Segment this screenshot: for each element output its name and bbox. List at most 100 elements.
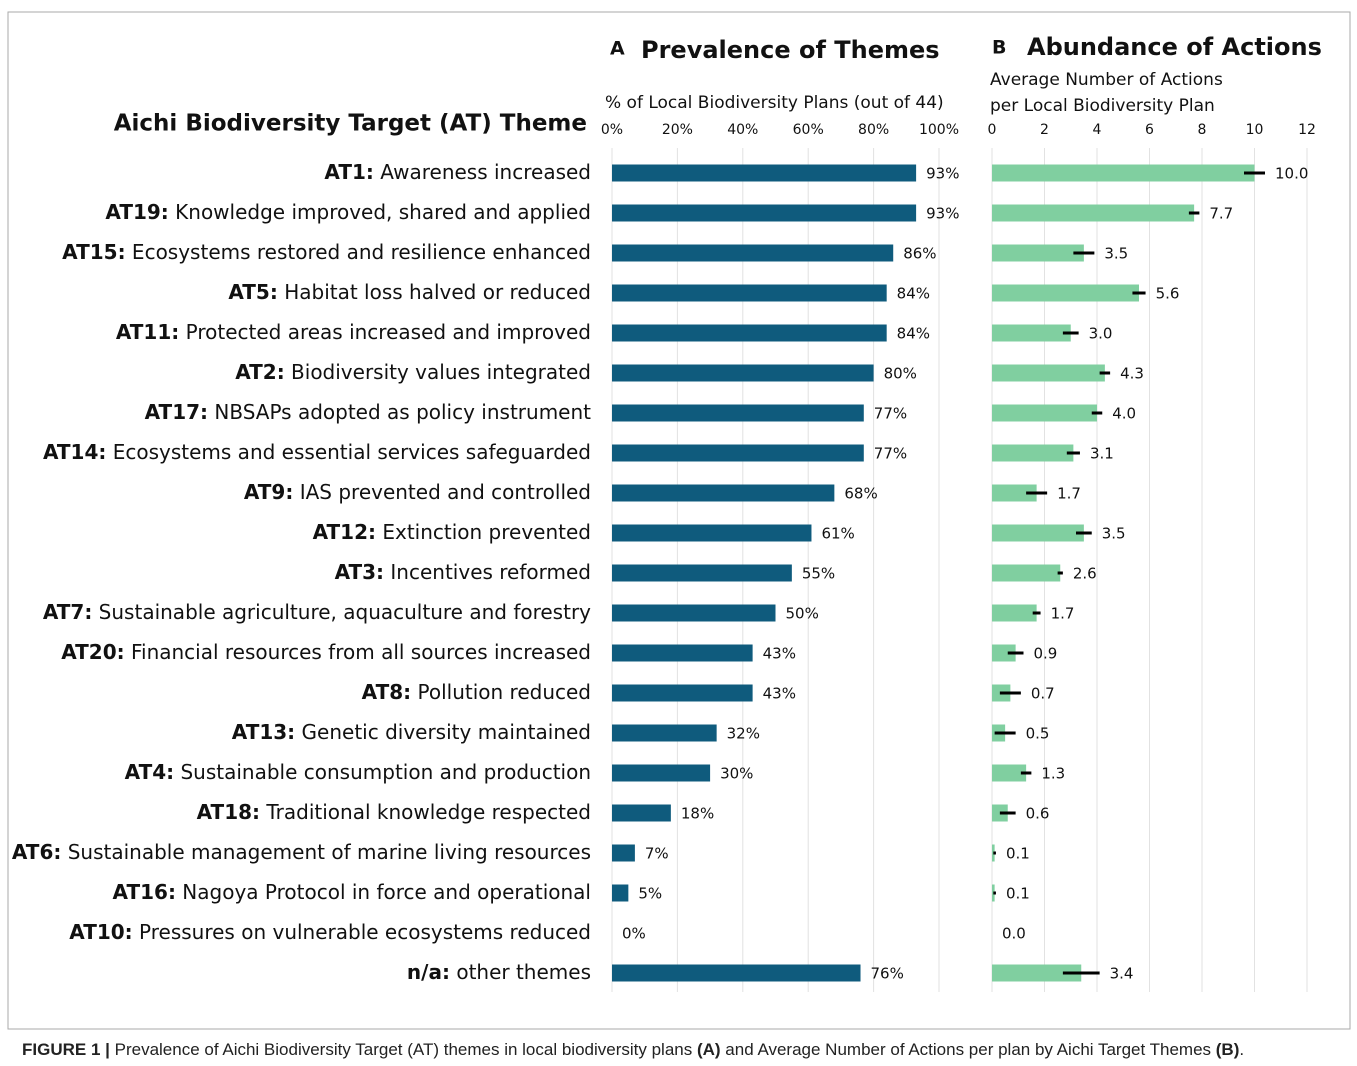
value-label: 10.0 — [1275, 165, 1308, 183]
bar — [612, 204, 917, 222]
value-label: 93% — [926, 165, 959, 183]
category-label: AT20: Financial resources from all sourc… — [61, 640, 591, 664]
value-label: 4.3 — [1120, 365, 1144, 383]
panel-letter: B — [992, 37, 1006, 59]
value-label: 93% — [926, 205, 959, 223]
bar — [612, 564, 792, 582]
value-label: 0.9 — [1034, 645, 1058, 663]
caption-part: (A) — [696, 1040, 721, 1059]
bar — [992, 164, 1255, 182]
value-label: 0.6 — [1026, 805, 1050, 823]
bar — [992, 484, 1037, 502]
value-label: 68% — [844, 485, 877, 503]
category-label: AT5: Habitat loss halved or reduced — [228, 280, 591, 304]
category-label: AT1: Awareness increased — [324, 160, 591, 184]
value-label: 61% — [821, 525, 854, 543]
bar — [612, 444, 864, 462]
bar — [612, 604, 776, 622]
value-label: 0.1 — [1006, 885, 1030, 903]
bar — [612, 764, 711, 782]
category-label: AT12: Extinction prevented — [313, 520, 591, 544]
value-label: 32% — [727, 725, 760, 743]
bar — [612, 404, 864, 422]
x-tick-label: 8 — [1198, 122, 1207, 138]
bar — [992, 604, 1037, 622]
value-label: 77% — [874, 405, 907, 423]
value-label: 43% — [763, 685, 796, 703]
bar — [992, 564, 1061, 582]
category-label: AT3: Incentives reformed — [335, 560, 591, 584]
category-label: AT8: Pollution reduced — [362, 680, 591, 704]
value-label: 7.7 — [1209, 205, 1233, 223]
bar — [612, 684, 753, 702]
value-label: 0% — [622, 925, 646, 943]
bar — [612, 324, 887, 342]
bar — [612, 244, 894, 262]
bar — [992, 644, 1016, 662]
caption-part: Prevalence of Aichi Biodiversity Target … — [109, 1040, 697, 1059]
x-tick-label: 2 — [1040, 122, 1049, 138]
value-label: 0.7 — [1031, 685, 1055, 703]
x-axis-label: % of Local Biodiversity Plans (out of 44… — [605, 93, 944, 113]
bar — [992, 964, 1082, 982]
category-label: AT18: Traditional knowledge respected — [197, 800, 591, 824]
bar — [992, 404, 1097, 422]
bar — [992, 284, 1139, 302]
x-tick-label: 10 — [1246, 122, 1264, 138]
caption-part: and Average Number of Actions per plan b… — [720, 1040, 1216, 1059]
value-label: 0.1 — [1006, 845, 1030, 863]
bar — [992, 204, 1195, 222]
bar — [612, 364, 874, 382]
x-tick-label: 0% — [601, 122, 623, 138]
value-label: 3.4 — [1110, 965, 1134, 983]
category-label: AT16: Nagoya Protocol in force and opera… — [113, 880, 591, 904]
value-label: 0.0 — [1002, 925, 1026, 943]
x-tick-label: 80% — [858, 122, 889, 138]
value-label: 3.5 — [1102, 525, 1126, 543]
bar — [612, 524, 812, 542]
value-label: 7% — [645, 845, 669, 863]
bar — [612, 484, 835, 502]
value-label: 5.6 — [1156, 285, 1180, 303]
category-label: AT17: NBSAPs adopted as policy instrumen… — [145, 400, 592, 424]
category-label: AT14: Ecosystems and essential services … — [43, 440, 591, 464]
chart-title: Prevalence of Themes — [641, 36, 940, 64]
value-label: 55% — [802, 565, 835, 583]
category-label: AT19: Knowledge improved, shared and app… — [105, 200, 591, 224]
caption-part: (B) — [1215, 1040, 1240, 1059]
value-label: 3.0 — [1089, 325, 1113, 343]
bar — [992, 524, 1084, 542]
value-label: 3.5 — [1104, 245, 1128, 263]
bar — [612, 844, 635, 862]
x-tick-label: 100% — [919, 122, 959, 138]
bar — [992, 444, 1074, 462]
x-axis-label: per Local Biodiversity Plan — [990, 96, 1215, 116]
x-tick-label: 4 — [1093, 122, 1102, 138]
caption-part: FIGURE 1 | — [22, 1040, 110, 1059]
bar — [992, 324, 1071, 342]
value-label: 2.6 — [1073, 565, 1097, 583]
category-label: n/a: other themes — [407, 960, 591, 984]
x-axis-label: Average Number of Actions — [990, 70, 1223, 90]
x-tick-label: 0 — [988, 122, 997, 138]
x-tick-label: 6 — [1145, 122, 1154, 138]
bar — [612, 644, 753, 662]
frame — [7, 11, 1351, 1030]
value-label: 50% — [786, 605, 819, 623]
category-label: AT15: Ecosystems restored and resilience… — [62, 240, 591, 264]
value-label: 77% — [874, 445, 907, 463]
category-label: AT10: Pressures on vulnerable ecosystems… — [69, 920, 591, 944]
panel-letter: A — [610, 38, 625, 60]
value-label: 84% — [897, 325, 930, 343]
category-label: AT9: IAS prevented and controlled — [244, 480, 591, 504]
value-label: 1.7 — [1057, 485, 1081, 503]
bar — [992, 244, 1084, 262]
chart-title: Abundance of Actions — [1027, 33, 1322, 61]
x-tick-label: 40% — [727, 122, 758, 138]
value-label: 86% — [903, 245, 936, 263]
value-label: 18% — [681, 805, 714, 823]
category-label: AT13: Genetic diversity maintained — [232, 720, 591, 744]
value-label: 1.7 — [1051, 605, 1075, 623]
bar — [992, 764, 1027, 782]
value-label: 76% — [871, 965, 904, 983]
